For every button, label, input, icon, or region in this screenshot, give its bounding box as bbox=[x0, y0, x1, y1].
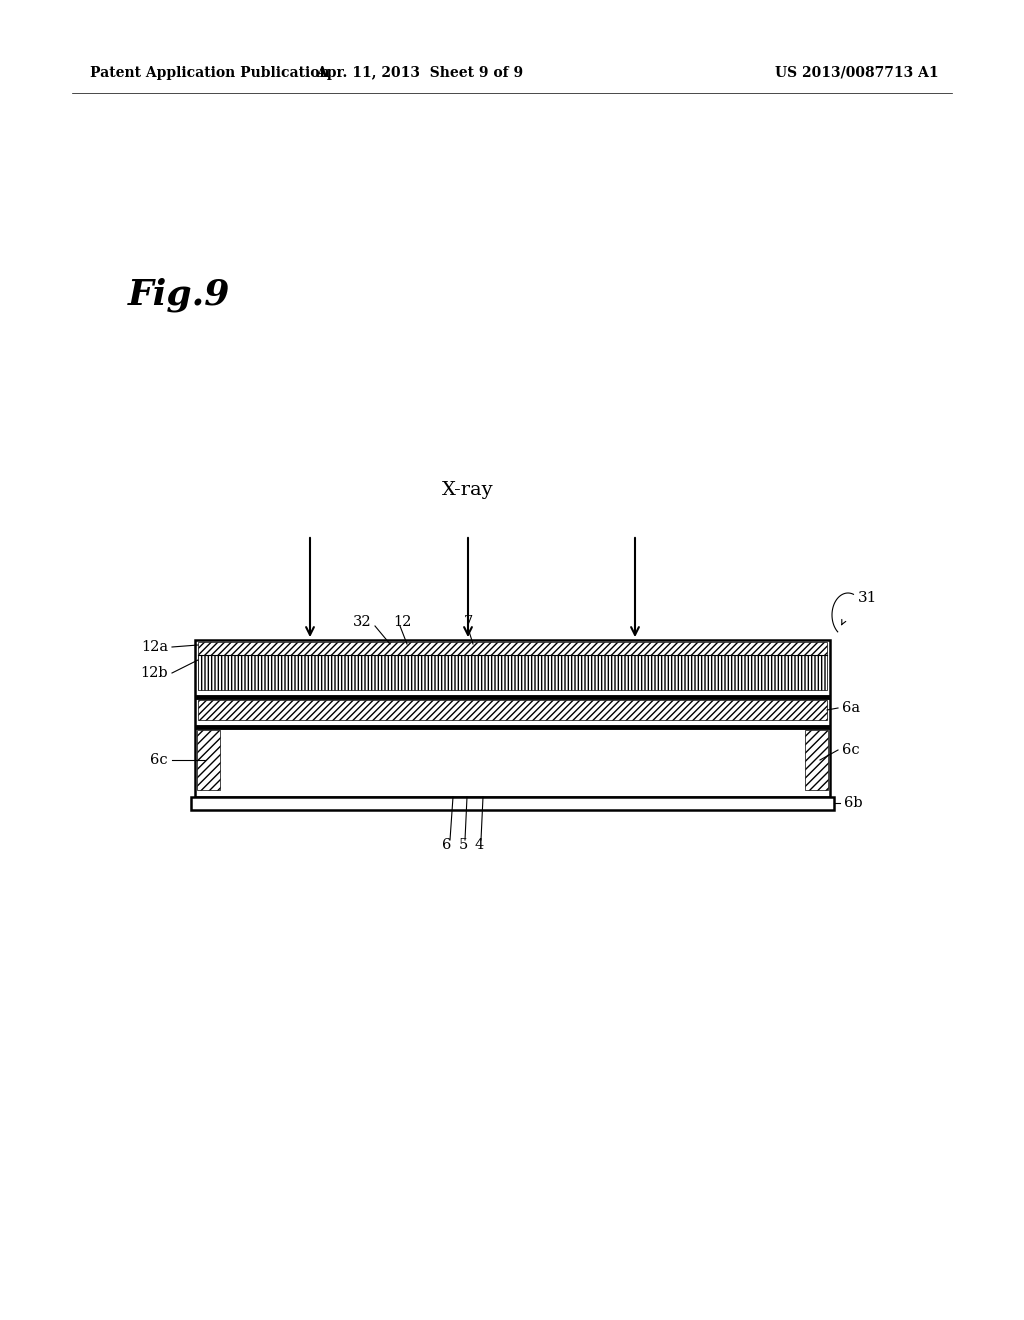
Text: 12: 12 bbox=[393, 615, 412, 630]
Text: 6a: 6a bbox=[842, 701, 860, 715]
Text: 4: 4 bbox=[474, 838, 483, 851]
Bar bbox=[198, 700, 827, 719]
Bar bbox=[191, 797, 834, 810]
Bar bbox=[220, 730, 805, 789]
Text: 6c: 6c bbox=[842, 743, 859, 756]
Text: X-ray: X-ray bbox=[442, 480, 494, 499]
Bar bbox=[195, 640, 830, 797]
Text: 5: 5 bbox=[459, 838, 468, 851]
Text: Fig.9: Fig.9 bbox=[128, 277, 230, 313]
Text: 12b: 12b bbox=[140, 667, 168, 680]
Bar bbox=[805, 730, 828, 789]
Bar bbox=[198, 642, 827, 655]
Text: 6c: 6c bbox=[151, 752, 168, 767]
Bar bbox=[198, 655, 827, 690]
Text: 6: 6 bbox=[442, 838, 452, 851]
Bar bbox=[197, 730, 220, 789]
Text: 12a: 12a bbox=[141, 640, 168, 653]
Text: Patent Application Publication: Patent Application Publication bbox=[90, 66, 330, 81]
Text: Apr. 11, 2013  Sheet 9 of 9: Apr. 11, 2013 Sheet 9 of 9 bbox=[316, 66, 523, 81]
Text: 6b: 6b bbox=[844, 796, 862, 810]
Text: 32: 32 bbox=[353, 615, 372, 630]
Text: US 2013/0087713 A1: US 2013/0087713 A1 bbox=[775, 66, 939, 81]
Text: 31: 31 bbox=[858, 591, 878, 605]
Text: 7: 7 bbox=[464, 615, 473, 630]
